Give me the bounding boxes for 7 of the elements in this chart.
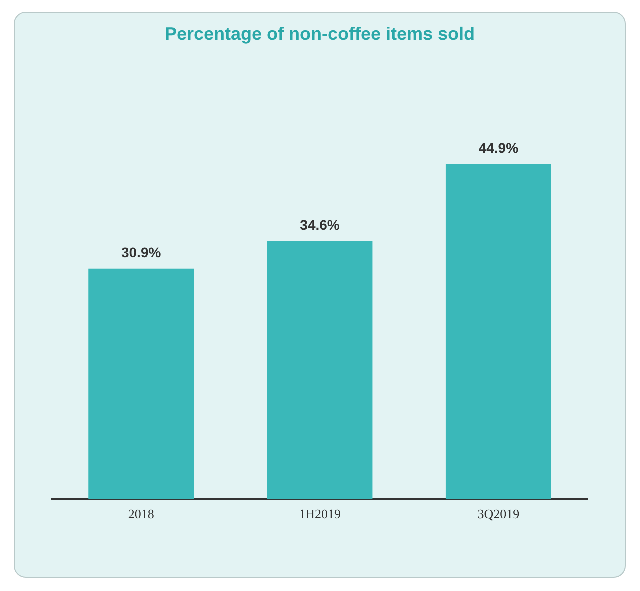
x-tick-label: 2018 bbox=[128, 506, 154, 522]
chart-title: Percentage of non-coffee items sold bbox=[164, 24, 476, 44]
x-tick-label: 3Q2019 bbox=[478, 506, 520, 522]
x-tick-label: 1H2019 bbox=[299, 506, 341, 522]
data-label: 34.6% bbox=[300, 217, 340, 234]
data-label: 44.9% bbox=[478, 140, 520, 156]
data-label: 30.9% bbox=[121, 244, 162, 261]
